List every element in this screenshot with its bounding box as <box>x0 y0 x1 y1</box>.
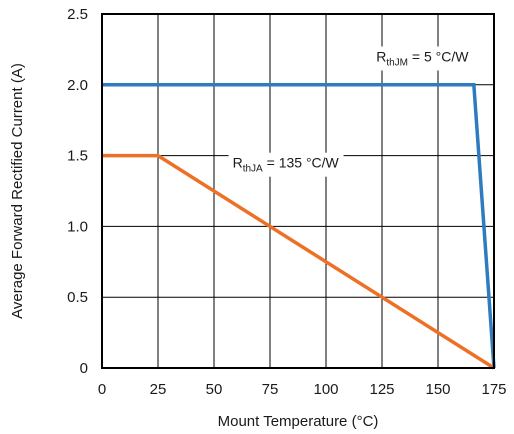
x-tick-label: 175 <box>481 381 506 398</box>
x-tick-label: 150 <box>425 381 450 398</box>
y-axis-label: Average Forward Rectified Current (A) <box>9 63 26 319</box>
y-tick-label: 0.5 <box>67 289 88 306</box>
x-axis-label: Mount Temperature (°C) <box>218 413 379 430</box>
y-tick-label: 1.5 <box>67 148 88 165</box>
tick-labels: 0 0.5 1.0 1.5 2.0 2.5 0 25 50 75 100 125 150 175 <box>67 6 506 398</box>
y-tick-label: 2.0 <box>67 77 88 94</box>
annotation-background <box>372 46 474 71</box>
x-tick-label: 25 <box>150 381 167 398</box>
x-tick-label: 75 <box>262 381 279 398</box>
annotation-1: RthJM = 5 °C/W <box>372 46 474 71</box>
annotation-text: RthJA = 135 °C/W <box>233 155 340 175</box>
y-tick-label: 2.5 <box>67 6 88 23</box>
annotation-text: RthJM = 5 °C/W <box>376 48 469 68</box>
annotations: RthJM = 5 °C/W RthJA = 135 °C/W <box>228 46 474 177</box>
y-tick-label: 1.0 <box>67 218 88 235</box>
series-line-2 <box>102 153 495 370</box>
x-tick-label: 0 <box>98 381 106 398</box>
annotation-background <box>228 152 344 177</box>
plot-frame <box>101 13 495 369</box>
x-tick-label: 50 <box>206 381 223 398</box>
series-line-1 <box>102 83 496 369</box>
annotation-2: RthJA = 135 °C/W <box>228 152 344 177</box>
y-tick-label: 0 <box>80 360 88 377</box>
x-tick-label: 125 <box>369 381 394 398</box>
series-layer <box>102 83 496 370</box>
x-tick-label: 100 <box>313 381 338 398</box>
